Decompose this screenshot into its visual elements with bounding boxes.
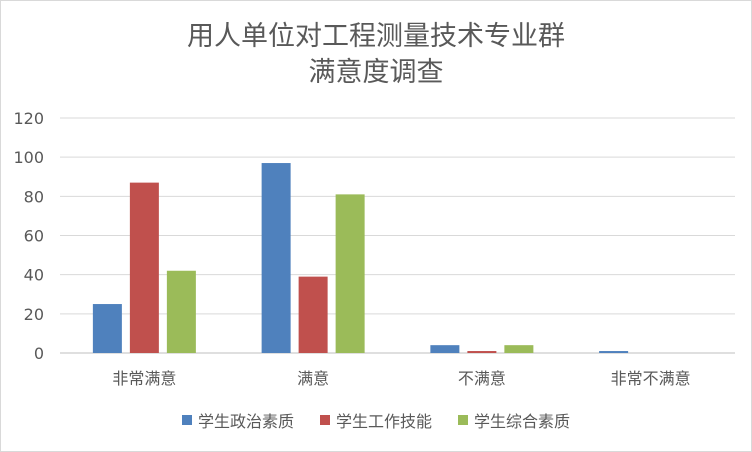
legend-swatch-overall bbox=[458, 415, 468, 425]
y-tick-label: 60 bbox=[24, 227, 44, 246]
chart-title-line-1: 用人单位对工程测量技术专业群 bbox=[187, 21, 565, 52]
x-tick-label: 非常不满意 bbox=[611, 369, 691, 388]
y-tick-label: 120 bbox=[13, 109, 44, 128]
legend-swatch-skill bbox=[319, 415, 330, 425]
legend-item-political: 学生政治素质 bbox=[181, 408, 294, 432]
x-tick-label: 满意 bbox=[297, 369, 329, 388]
x-tick-label: 非常满意 bbox=[112, 369, 176, 388]
bar bbox=[504, 345, 534, 353]
bar bbox=[298, 276, 328, 353]
legend-label-political: 学生政治素质 bbox=[197, 412, 294, 431]
legend-label-overall: 学生综合素质 bbox=[474, 412, 571, 431]
y-tick-label: 100 bbox=[13, 148, 44, 167]
legend-item-overall: 学生综合素质 bbox=[458, 408, 570, 432]
bar bbox=[261, 163, 291, 353]
legend-label-skill: 学生工作技能 bbox=[335, 412, 432, 431]
bar bbox=[129, 182, 159, 353]
bar bbox=[335, 194, 365, 353]
legend-item-skill: 学生工作技能 bbox=[319, 408, 432, 432]
bar bbox=[430, 345, 460, 353]
chart-title-line-2: 满意度调查 bbox=[308, 57, 444, 88]
y-tick-label: 20 bbox=[24, 305, 44, 324]
legend: 学生政治素质 学生工作技能 学生综合素质 bbox=[0, 408, 752, 432]
bar bbox=[166, 270, 196, 353]
bar bbox=[599, 351, 629, 353]
legend-swatch-political bbox=[181, 415, 192, 425]
y-tick-label: 0 bbox=[34, 344, 44, 363]
bar bbox=[92, 304, 122, 353]
x-tick-label: 不满意 bbox=[458, 369, 506, 388]
bar bbox=[467, 351, 497, 353]
y-tick-label: 80 bbox=[24, 187, 44, 206]
y-tick-label: 40 bbox=[24, 266, 44, 285]
